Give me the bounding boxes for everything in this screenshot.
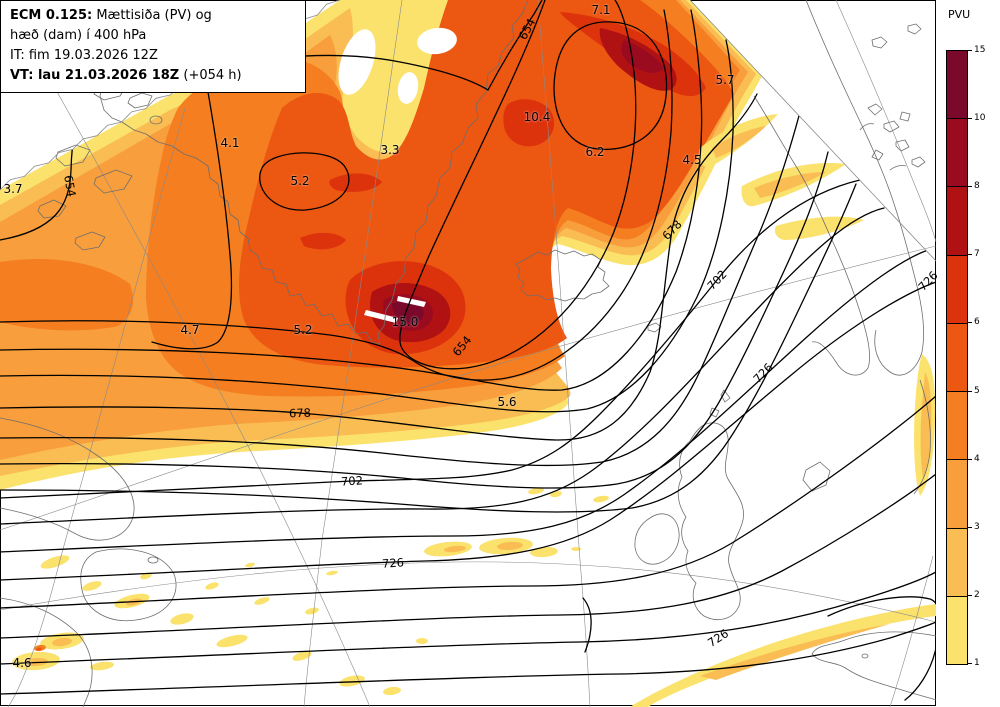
colorbar-segment bbox=[947, 51, 967, 120]
greenland-coast bbox=[99, 0, 529, 345]
ireland-coast bbox=[634, 513, 680, 565]
france-coast bbox=[811, 631, 937, 701]
colorbar-segments bbox=[946, 50, 968, 665]
colorbar-unit-label: PVU bbox=[948, 8, 971, 21]
title-line-3: IT: fim 19.03.2026 12Z bbox=[10, 48, 158, 63]
title-line-4: VT: lau 21.03.2026 18Z (+054 h) bbox=[10, 68, 242, 83]
colorbar-segment bbox=[947, 596, 967, 664]
colorbar-segment bbox=[947, 392, 967, 461]
iceland-coast bbox=[515, 249, 610, 302]
pv-fill-layer bbox=[0, 0, 936, 707]
colorbar-segment bbox=[947, 119, 967, 188]
colorbar-segment bbox=[947, 255, 967, 324]
title-box: ECM 0.125: Mættisiða (PV) og hæð (dam) í… bbox=[0, 0, 306, 93]
britain-coast bbox=[677, 422, 744, 621]
pv-scatter-blobs bbox=[12, 487, 609, 696]
colorbar-segment bbox=[947, 528, 967, 597]
title-line-2: hæð (dam) í 400 hPa bbox=[10, 28, 147, 43]
colorbar-segment bbox=[947, 460, 967, 529]
title-line-1: ECM 0.125: Mættisiða (PV) og bbox=[10, 8, 212, 23]
norway-coast bbox=[753, 95, 870, 376]
coastlines bbox=[0, 0, 937, 707]
colorbar-segment bbox=[947, 187, 967, 256]
colorbar-segment bbox=[947, 323, 967, 393]
